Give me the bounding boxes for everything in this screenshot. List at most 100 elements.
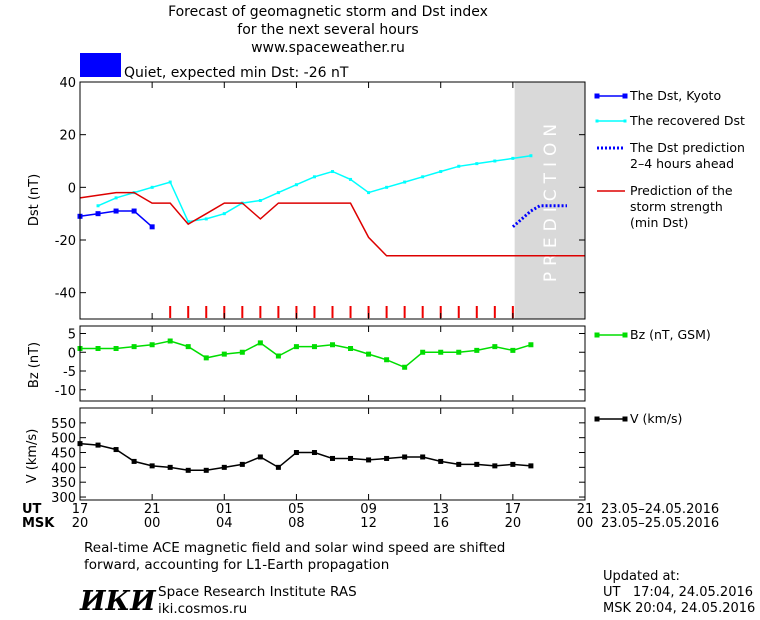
data-point — [149, 342, 155, 348]
data-point — [510, 347, 516, 353]
data-point — [257, 454, 263, 460]
data-point — [493, 159, 497, 163]
bz-ytick-label: -5 — [63, 365, 76, 380]
data-point — [221, 464, 227, 470]
data-point — [457, 164, 461, 168]
ut-tick-label: 05 — [288, 502, 305, 517]
v-ytick-label: 400 — [51, 461, 76, 476]
dst-ytick-label: -40 — [55, 287, 76, 302]
data-point — [203, 355, 209, 361]
data-point — [349, 177, 353, 181]
msk-tick-label: 04 — [216, 516, 233, 531]
msk-tick-label: 08 — [288, 516, 305, 531]
v-ytick-label: 500 — [51, 432, 76, 447]
v-ytick-label: 300 — [51, 491, 76, 506]
bz-ytick-label: 0 — [68, 346, 76, 361]
v-ytick-label: 350 — [51, 476, 76, 491]
legend-marker — [622, 93, 628, 99]
msk-axis-label: MSK — [22, 516, 55, 531]
ut-tick-label: 01 — [216, 502, 233, 517]
data-point — [114, 196, 118, 200]
data-point — [510, 461, 516, 467]
data-point — [492, 463, 498, 469]
data-point — [475, 162, 479, 166]
bz-y-axis-label: Bz (nT) — [27, 342, 42, 388]
data-point — [293, 344, 299, 350]
title-line-2: for the next several hours — [237, 22, 418, 38]
data-point — [131, 208, 137, 214]
data-point — [474, 347, 480, 353]
data-point — [276, 191, 280, 195]
data-point — [149, 224, 155, 230]
data-point — [239, 349, 245, 355]
msk-tick-label: 00 — [577, 516, 594, 531]
data-point — [95, 442, 101, 448]
v-ytick-label: 550 — [51, 417, 76, 432]
data-point — [330, 455, 335, 461]
dst-y-axis-label: Dst (nT) — [27, 174, 42, 226]
legend: The Dst, Kyoto The recovered Dst The Dst p… — [594, 88, 745, 426]
ut-tick-label: 13 — [432, 502, 449, 517]
msk-tick-label: 00 — [144, 516, 161, 531]
title-line-3: www.spaceweather.ru — [251, 40, 405, 56]
series-line-v-0 — [79, 442, 531, 472]
legend-marker — [594, 93, 600, 99]
data-point — [492, 344, 498, 350]
data-point — [186, 220, 190, 224]
prediction-label: PREDICTION — [541, 118, 561, 282]
legend-marker — [622, 332, 628, 338]
msk-tick-label: 20 — [505, 516, 522, 531]
data-point — [312, 175, 316, 179]
bz-plot-frame — [79, 325, 586, 402]
data-point — [222, 212, 226, 216]
legend-label: The Dst, Kyoto — [629, 88, 721, 103]
dst-ytick-label: 40 — [59, 76, 76, 91]
ut-tick-label: 21 — [577, 502, 594, 517]
data-point — [113, 447, 119, 453]
data-point — [366, 351, 372, 357]
iki-logo: ИКИ — [79, 586, 157, 617]
legend-label: storm strength — [630, 199, 723, 214]
dst-ytick-label: 20 — [59, 129, 76, 144]
legend-label: 2–4 hours ahead — [630, 156, 734, 171]
data-point — [403, 180, 407, 184]
data-point — [95, 346, 101, 351]
dst-ytick-label: -20 — [55, 234, 76, 249]
data-point — [331, 170, 334, 174]
series-line-bz-0 — [80, 340, 532, 369]
data-point — [420, 454, 426, 460]
data-point — [456, 461, 462, 467]
bz-ytick-label: -10 — [55, 384, 76, 399]
data-point — [168, 180, 172, 184]
header: Forecast of geomagnetic storm and Dst in… — [80, 4, 488, 81]
status-color-box — [80, 53, 121, 77]
series-line-dst-1 — [97, 154, 532, 223]
legend-label: Prediction of the — [630, 183, 733, 198]
ut-tick-label: 21 — [144, 502, 161, 517]
data-point — [439, 170, 443, 174]
data-point — [311, 450, 317, 456]
msk-tick-label: 20 — [72, 516, 89, 531]
data-point — [366, 457, 372, 463]
data-point — [203, 467, 209, 473]
v-y-axis-label: V (km/s) — [25, 429, 40, 484]
data-point — [96, 204, 100, 208]
data-point — [150, 185, 154, 189]
data-point — [438, 349, 444, 355]
series-line-dst-3 — [79, 191, 585, 257]
data-point — [149, 463, 155, 469]
legend-label: The Dst prediction — [629, 140, 745, 155]
data-point — [348, 455, 354, 461]
data-point — [294, 183, 298, 187]
data-point — [529, 154, 533, 158]
data-point — [456, 349, 462, 355]
v-plot-marks — [77, 441, 534, 473]
legend-marker — [623, 119, 627, 123]
prediction-region — [514, 82, 585, 319]
data-point — [221, 351, 227, 357]
legend-label: Bz (nT, GSM) — [630, 327, 711, 342]
note-line-1: Real-time ACE magnetic field and solar w… — [84, 540, 505, 556]
legend-marker — [622, 416, 628, 422]
data-point — [438, 458, 444, 464]
